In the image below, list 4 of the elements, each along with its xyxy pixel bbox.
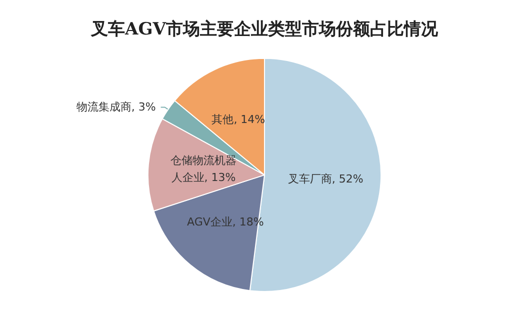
- slice-label: 仓储物流机器人企业, 13%: [170, 154, 236, 184]
- slice-label: 叉车厂商, 52%: [288, 172, 364, 186]
- slice-label: 物流集成商, 3%: [76, 100, 156, 114]
- chart-title: 叉车AGV市场主要企业类型市场份额占比情况: [90, 20, 439, 40]
